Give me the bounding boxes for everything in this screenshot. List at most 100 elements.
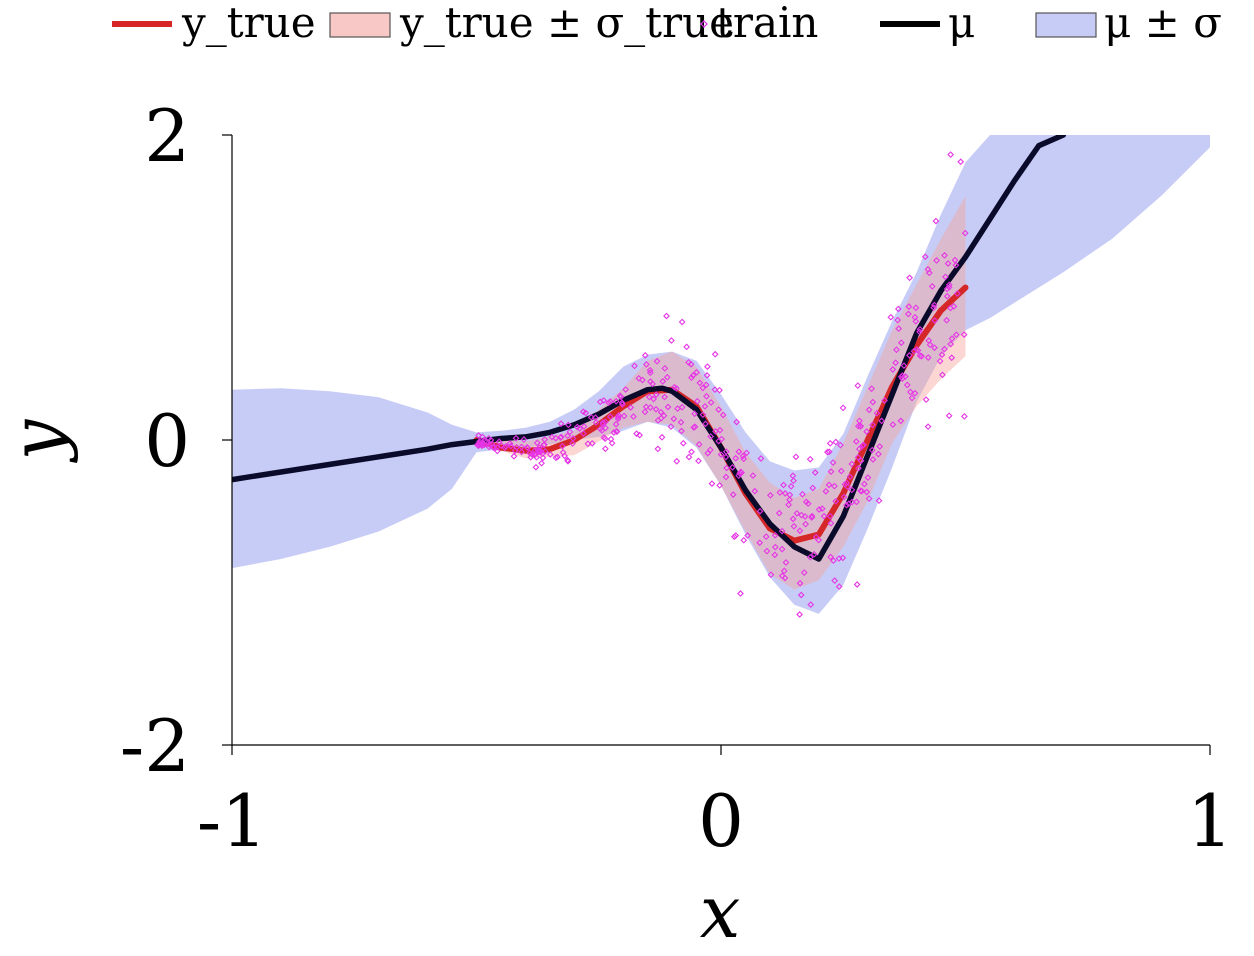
plot-area: -1 0 1 -2 0 2	[120, 94, 1233, 863]
train-point	[846, 473, 854, 481]
train-point	[674, 405, 681, 412]
train-point	[837, 441, 844, 449]
train-point	[889, 421, 897, 428]
train-point	[580, 430, 587, 437]
train-point	[673, 385, 680, 392]
train-point	[776, 489, 784, 496]
train-point	[652, 391, 660, 399]
legend-item-mu_band: μ ± σ	[1035, 0, 1222, 47]
train-point	[786, 496, 793, 504]
train-point	[926, 341, 934, 349]
train-point	[881, 397, 888, 404]
train-point	[618, 399, 626, 407]
train-point	[827, 468, 835, 476]
train-point	[739, 452, 747, 460]
train-point	[868, 446, 876, 454]
train-point	[653, 357, 661, 365]
train-point	[646, 366, 654, 374]
train-point	[696, 379, 704, 387]
train-point	[701, 402, 709, 410]
train-point	[642, 403, 650, 411]
train-point	[824, 448, 831, 456]
train-point	[564, 421, 572, 429]
train-point	[614, 415, 622, 423]
train-point	[939, 371, 946, 379]
train-point	[702, 420, 709, 428]
train-point	[729, 491, 737, 498]
train-point	[806, 455, 814, 463]
train-point	[612, 420, 620, 428]
train-point	[943, 285, 951, 293]
train-point	[778, 527, 786, 535]
train-point	[857, 487, 865, 495]
train-point	[677, 418, 685, 426]
train-point	[564, 432, 572, 440]
train-point	[875, 497, 883, 505]
train-point	[924, 423, 932, 431]
train-point	[796, 611, 803, 618]
train-point	[843, 501, 850, 509]
train-point	[848, 486, 856, 494]
train-point	[478, 433, 486, 441]
train-point	[829, 459, 837, 467]
train-point	[756, 539, 764, 547]
train-point	[650, 395, 657, 403]
train-point	[865, 495, 873, 503]
train-point	[540, 441, 548, 449]
train-point	[740, 536, 748, 544]
train-point	[735, 472, 743, 480]
train-point	[716, 481, 724, 489]
train-point	[941, 251, 948, 259]
train-point	[683, 343, 691, 351]
train-point	[617, 393, 625, 401]
train-point	[925, 269, 933, 277]
train-point	[663, 373, 671, 381]
train-point	[718, 435, 725, 443]
train-point	[951, 256, 959, 264]
train-point	[678, 403, 686, 411]
train-point	[840, 493, 848, 501]
train-point	[931, 317, 939, 324]
train-point	[857, 457, 865, 465]
train-point	[687, 360, 695, 368]
train-point	[497, 442, 505, 449]
train-point	[922, 396, 930, 404]
train-point	[815, 536, 823, 544]
train-point	[664, 403, 672, 411]
train-point	[792, 453, 800, 461]
train-point	[663, 312, 670, 320]
train-point	[641, 408, 649, 416]
train-point	[528, 451, 536, 458]
train-point	[608, 439, 616, 447]
train-point	[510, 452, 518, 460]
train-point	[854, 454, 862, 461]
train-point	[486, 441, 494, 449]
train-point	[865, 406, 873, 414]
train-point	[947, 151, 955, 159]
train-point	[744, 532, 752, 539]
train-point	[767, 571, 775, 579]
train-point	[780, 481, 787, 489]
train-point	[790, 522, 798, 530]
train-point	[848, 498, 856, 506]
train-point	[600, 434, 608, 441]
train-point	[588, 439, 596, 447]
train-point	[711, 386, 719, 393]
train-point	[912, 304, 920, 312]
train-point	[868, 385, 875, 393]
train-point	[832, 497, 840, 505]
train-point	[599, 419, 607, 426]
train-point	[848, 460, 856, 468]
train-point	[815, 506, 823, 513]
train-point	[903, 381, 911, 389]
train-point	[612, 397, 620, 405]
train-point	[620, 412, 628, 420]
train-point	[615, 412, 623, 419]
train-point	[673, 457, 681, 465]
train-point	[688, 448, 695, 456]
train-point	[614, 413, 622, 421]
train-point	[802, 520, 809, 528]
train-point	[610, 429, 618, 436]
train-point	[869, 421, 876, 429]
train-point	[667, 423, 675, 431]
